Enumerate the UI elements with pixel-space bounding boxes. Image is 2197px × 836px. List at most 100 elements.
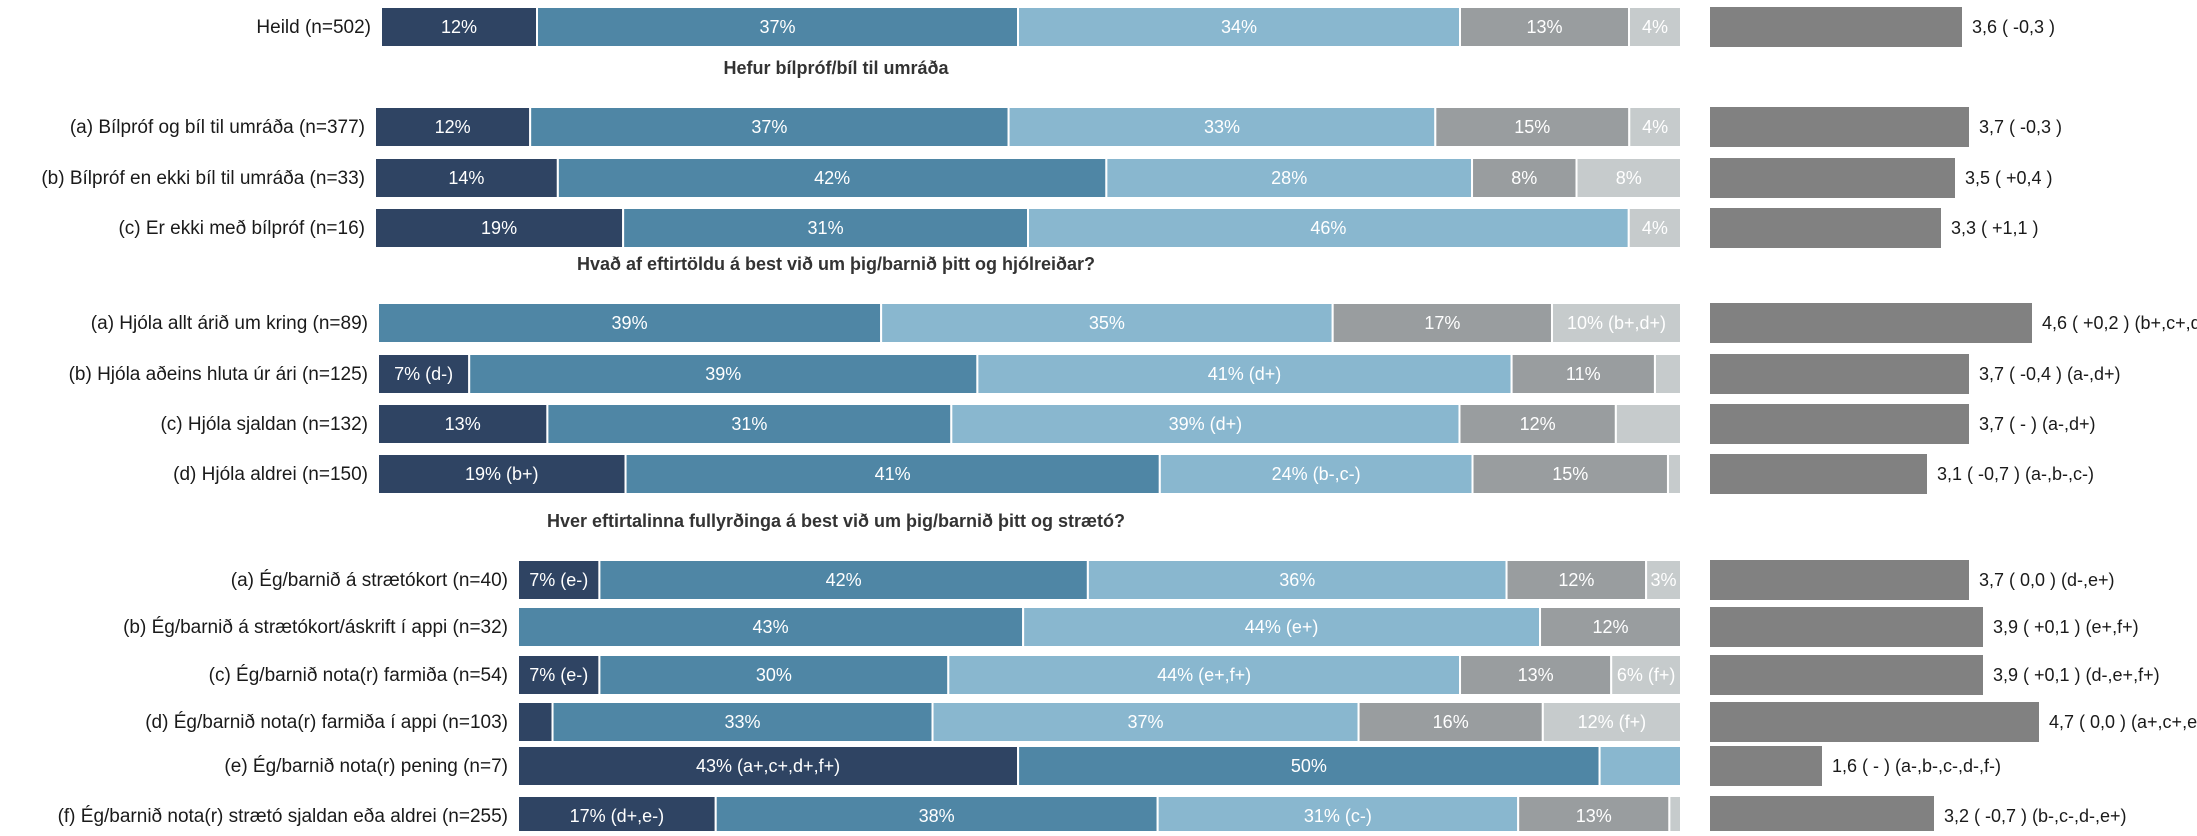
segment-label: 19% — [481, 218, 517, 238]
segment-label: 15% — [1514, 117, 1550, 137]
mean-bar — [1710, 796, 1934, 836]
mean-label: 3,1 ( -0,7 ) (a-,b-,c-) — [1937, 464, 2094, 484]
mean-bar — [1710, 107, 1969, 147]
category-label: (c) Er ekki með bílpróf (n=16) — [118, 218, 365, 239]
segment-label: 12% — [441, 17, 477, 37]
segment-label: 44% (e+) — [1245, 617, 1319, 637]
bar-segment — [517, 559, 601, 601]
segment-label: 43% — [753, 617, 789, 637]
category-label: (c) Hjóla sjaldan (n=132) — [160, 414, 368, 435]
bar-segment — [377, 403, 549, 445]
mean-bar — [1710, 7, 1962, 47]
segment-label: 39% (d+) — [1169, 414, 1243, 434]
bar-segment — [1471, 453, 1669, 495]
chart-row: (a) Ég/barnið á strætókort (n=40) 7% (e-)… — [231, 559, 2115, 601]
segment-label: 46% — [1310, 218, 1346, 238]
bar-segment — [529, 106, 1010, 148]
bar-segment — [947, 654, 1462, 696]
bar-segment — [374, 207, 625, 249]
category-label: (d) Ég/barnið nota(r) farmiða í appi (n=… — [145, 712, 508, 733]
bar-segment — [1517, 795, 1671, 836]
bar-segment — [1017, 6, 1461, 48]
bar-segment — [1158, 453, 1474, 495]
chart-row: (b) Ég/barnið á strætókort/áskrift í app… — [123, 606, 2139, 648]
segment-label: 39% — [612, 313, 648, 333]
segment-label: 33% — [725, 712, 761, 732]
bar-segment — [598, 559, 1089, 601]
bar-segment — [1666, 453, 1682, 495]
mean-label: 3,7 ( -0,3 ) — [1979, 117, 2062, 137]
segment-label: 38% — [919, 806, 955, 826]
mean-bar — [1710, 454, 1927, 494]
bar-segment — [1458, 403, 1617, 445]
group-header: Hver eftirtalinna fullyrðinga á best við… — [547, 511, 1125, 531]
segment-label: 42% — [826, 570, 862, 590]
segment-label: 13% — [1518, 665, 1554, 685]
segment-label: 37% — [751, 117, 787, 137]
bar-segment — [1550, 302, 1683, 344]
mean-label: 3,7 ( 0,0 ) (d-,e+) — [1979, 570, 2115, 590]
category-label: (c) Ég/barnið nota(r) farmiða (n=54) — [209, 665, 508, 686]
segment-label: 31% — [731, 414, 767, 434]
chart-row: (b) Hjóla aðeins hluta úr ári (n=125) 7% … — [69, 353, 2121, 395]
mean-bar — [1710, 655, 1983, 695]
bar-segment — [377, 302, 883, 344]
segment-label: 41% — [875, 464, 911, 484]
segment-label: 17% (d+,e-) — [570, 806, 665, 826]
segment-label: 30% — [756, 665, 792, 685]
bar-segment — [1007, 106, 1437, 148]
bar-segment — [880, 302, 1334, 344]
segment-label: 14% — [448, 168, 484, 188]
chart-row: (c) Er ekki með bílpróf (n=16) 19% 31% 46% 4… — [118, 207, 2039, 249]
bar-segment — [1541, 701, 1682, 743]
bar-segment — [1653, 353, 1682, 395]
segment-label: 37% — [1128, 712, 1164, 732]
segment-label: 7% (d-) — [394, 364, 453, 384]
bar-segment — [1598, 745, 1682, 787]
bar-segment — [598, 654, 950, 696]
segment-label: 12% — [1558, 570, 1594, 590]
segment-label: 31% (c-) — [1304, 806, 1372, 826]
segment-label: 16% — [1433, 712, 1469, 732]
bar-segment — [714, 795, 1159, 836]
mean-label: 4,6 ( +0,2 ) (b+,c+,d+) — [2042, 313, 2197, 333]
segment-label: 12% — [435, 117, 471, 137]
chart-row: (d) Hjóla aldrei (n=150) 19% (b+) 41% 24% (… — [173, 453, 2094, 495]
mean-label: 3,5 ( +0,4 ) — [1965, 168, 2053, 188]
segment-label: 37% — [759, 17, 795, 37]
bar-segment — [931, 701, 1360, 743]
bar-segment — [1627, 207, 1683, 249]
bar-segment — [1027, 207, 1630, 249]
segment-label: 33% — [1204, 117, 1240, 137]
segment-label: 4% — [1642, 117, 1668, 137]
category-label: (b) Hjóla aðeins hluta úr ári (n=125) — [69, 364, 368, 385]
segment-label: 11% — [1566, 364, 1601, 384]
segment-label: 4% — [1642, 17, 1668, 37]
segment-label: 44% (e+,f+) — [1157, 665, 1251, 685]
segment-label: 8% — [1616, 168, 1642, 188]
bar-segment — [380, 6, 538, 48]
chart-row: (f) Ég/barnið nota(r) strætó sjaldan eða… — [58, 795, 2127, 836]
bar-segment — [556, 157, 1108, 199]
segment-label: 31% — [808, 218, 844, 238]
mean-bar — [1710, 404, 1969, 444]
bar-segment — [1628, 106, 1682, 148]
chart-group: Hefur bílpróf/bíl til umráða (a) Bílpróf … — [41, 58, 2062, 249]
bar-segment — [468, 353, 979, 395]
group-header: Hvað af eftirtöldu á best við um þig/bar… — [577, 254, 1095, 274]
bar-segment — [1628, 6, 1682, 48]
chart-row: (c) Ég/barnið nota(r) farmiða (n=54) 7% (… — [209, 654, 2160, 696]
bar-segment — [1022, 606, 1542, 648]
bar-segment — [374, 106, 532, 148]
chart-row: (e) Ég/barnið nota(r) pening (n=7) 43% (a… — [224, 745, 2001, 787]
mean-bar — [1710, 560, 1969, 600]
bar-segment — [1086, 559, 1508, 601]
bar-segment — [536, 6, 1019, 48]
mean-label: 3,9 ( +0,1 ) (e+,f+) — [1993, 617, 2139, 637]
segment-label: 50% — [1291, 756, 1327, 776]
segment-label: 39% — [705, 364, 741, 384]
chart-row: (c) Hjóla sjaldan (n=132) 13% 31% 39% (d+) 1… — [160, 403, 2096, 445]
segment-label: 28% — [1271, 168, 1307, 188]
chart-group: Hvað af eftirtöldu á best við um þig/bar… — [69, 254, 2197, 495]
segment-label: 12% — [1520, 414, 1556, 434]
